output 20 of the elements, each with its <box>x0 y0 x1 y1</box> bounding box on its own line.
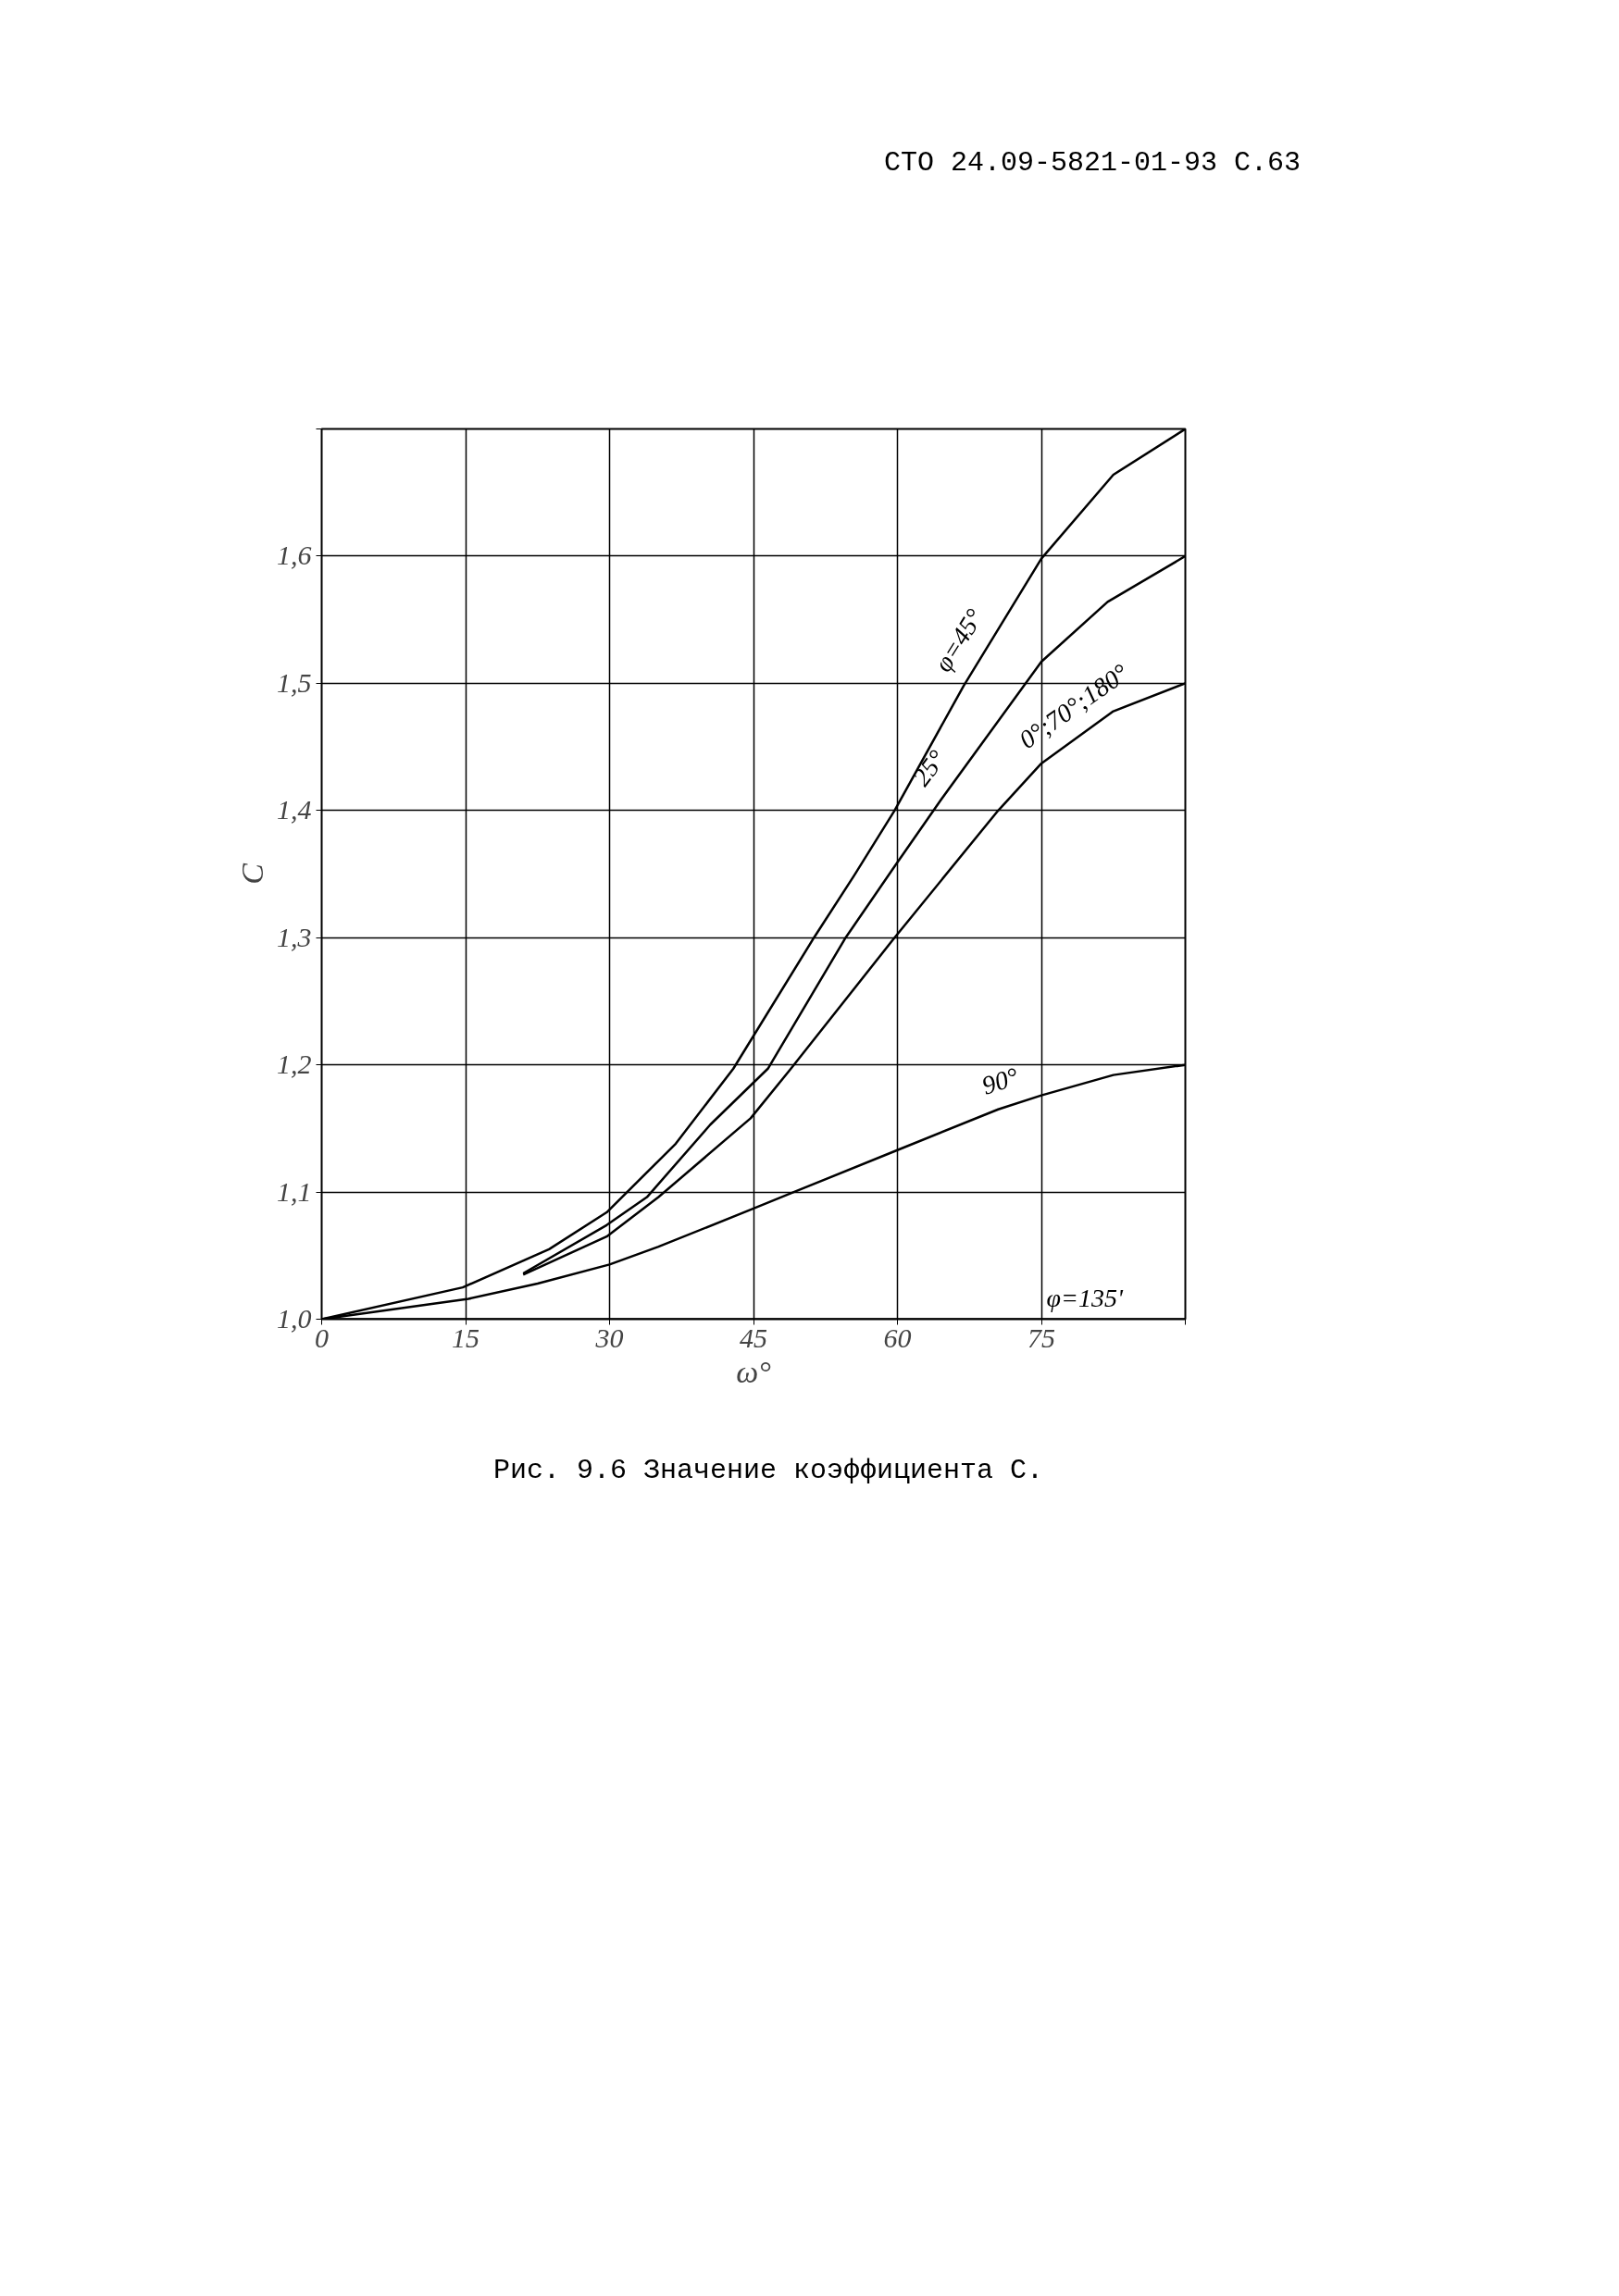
x-tick-label: 0 <box>315 1322 329 1353</box>
x-tick-label: 60 <box>883 1322 912 1353</box>
x-tick-label: 30 <box>594 1322 624 1353</box>
series-label: φ=135' <box>1046 1283 1124 1312</box>
x-tick-label: 45 <box>740 1322 767 1353</box>
text: Рис. 9.6 Значение коэффициента С. <box>492 1453 1044 1488</box>
y-tick-label: 1,5 <box>277 666 312 698</box>
text: 25° <box>906 744 952 791</box>
x-tick-label: 15 <box>452 1322 479 1353</box>
y-tick-label: 1,6 <box>277 540 312 571</box>
y-tick-label: 1,4 <box>277 794 312 825</box>
y-tick-label: 1,3 <box>277 921 312 952</box>
x-tick-label: 75 <box>1027 1322 1055 1353</box>
text: 90° <box>978 1061 1022 1100</box>
y-axis-title: C <box>235 863 269 885</box>
text: СТО 24.09-5821-01-93 С.63 <box>883 146 1301 180</box>
y-tick-label: 1,0 <box>277 1302 312 1334</box>
y-tick-label: 1,1 <box>277 1175 312 1207</box>
y-tick-label: 1,2 <box>277 1048 312 1079</box>
x-axis-title: ω° <box>736 1354 772 1389</box>
